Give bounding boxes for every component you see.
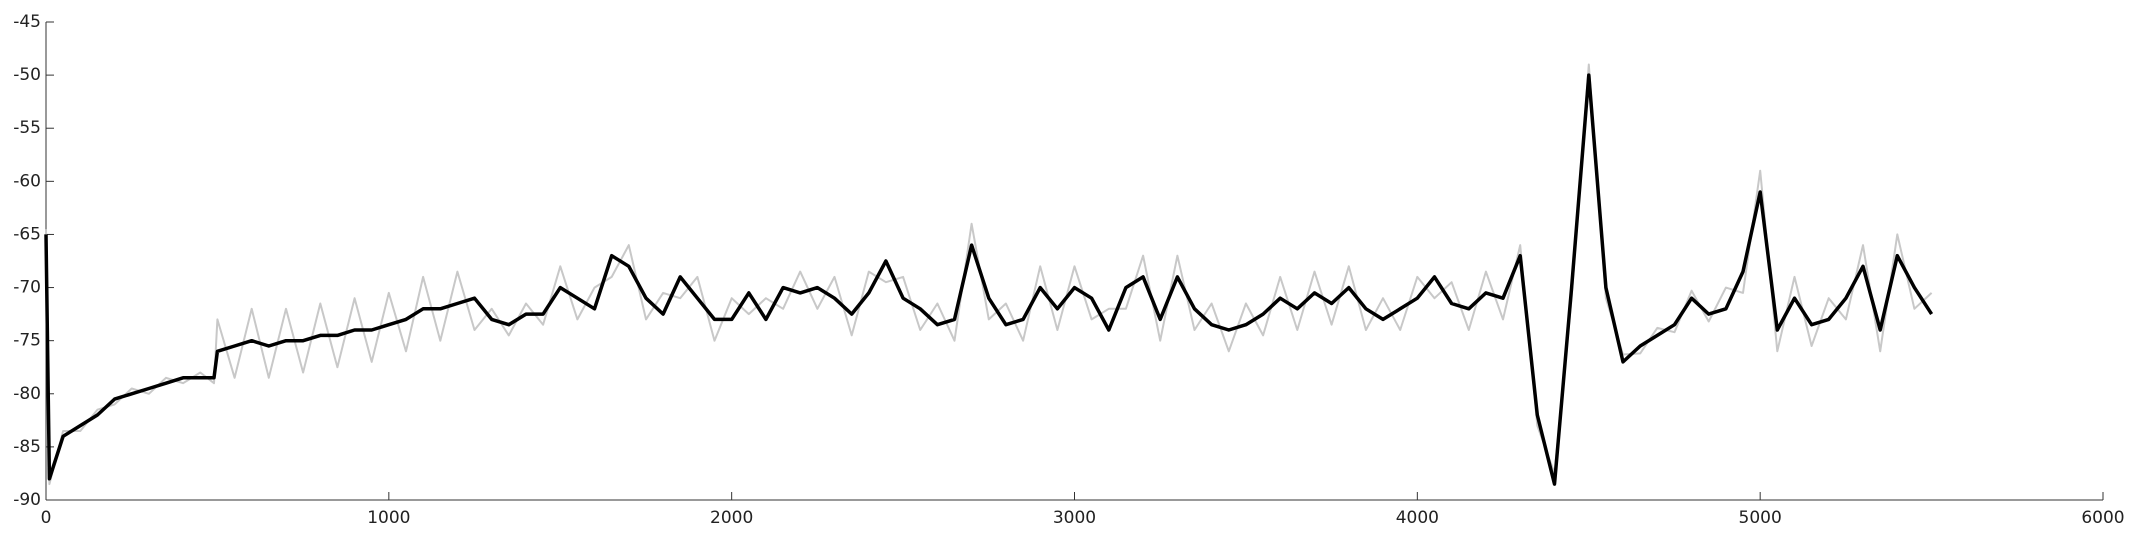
x-tick-label: 0: [41, 508, 52, 528]
x-tick-label: 6000: [2081, 508, 2124, 528]
y-tick-label: -90: [13, 490, 41, 510]
x-tick-label: 2000: [710, 508, 753, 528]
y-tick-label: -45: [13, 12, 41, 32]
y-tick-label: -50: [13, 65, 41, 85]
series-line: [44, 73, 1934, 486]
y-tick-label: -60: [13, 171, 41, 191]
y-tick-label: -65: [13, 224, 41, 244]
x-tick-label: 3000: [1053, 508, 1096, 528]
y-tick-label: -80: [13, 384, 41, 404]
x-tick-label: 1000: [367, 508, 410, 528]
y-tick-label: -75: [13, 331, 41, 351]
y-tick-label: -85: [13, 437, 41, 457]
y-tick-label: -55: [13, 118, 41, 138]
series-line: [45, 63, 1933, 486]
y-tick-label: -70: [13, 278, 41, 298]
x-tick-label: 5000: [1739, 508, 1782, 528]
x-tick-label: 4000: [1396, 508, 1439, 528]
